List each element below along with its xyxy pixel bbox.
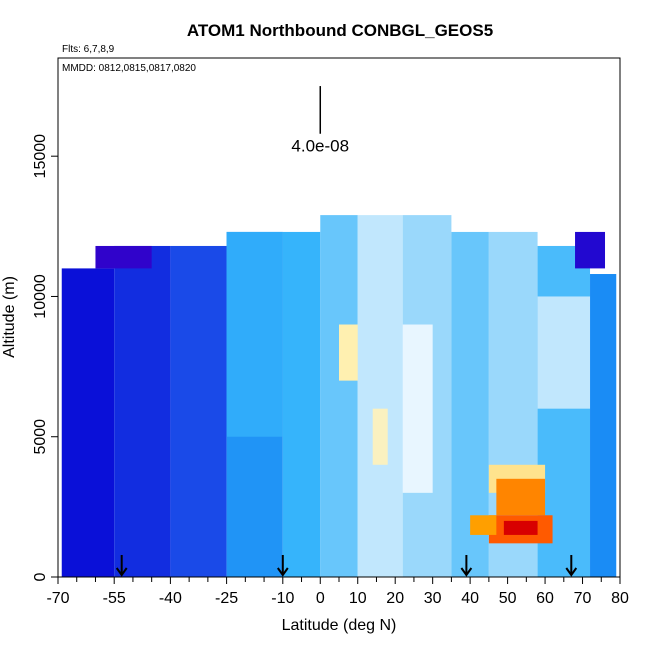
flight-marker-arrow-3	[565, 555, 578, 577]
flight-marker-head	[460, 567, 473, 577]
y-tick-label-0: 0	[32, 572, 49, 581]
flight-marker-arrow-1	[276, 555, 289, 577]
heatmap-cell-21	[470, 515, 497, 535]
x-axis-title: Latitude (deg N)	[282, 617, 397, 634]
chart-title: ATOM1 Northbound CONBGL_GEOS5	[187, 21, 493, 40]
flight-marker-head	[565, 567, 578, 577]
flight-marker-head	[276, 567, 289, 577]
heatmap-cell-16	[537, 296, 591, 409]
heatmap-cell-5	[320, 215, 358, 577]
dates-label: MMDD: 0812,0815,0817,0820	[62, 63, 196, 74]
y-axis-title: Altitude (m)	[1, 276, 18, 358]
heatmap-cell-20	[503, 520, 538, 535]
heatmap-cell-22	[95, 245, 152, 269]
plot-area: 4.0e-08	[61, 86, 617, 578]
axes: -70 -55 -40 -25 -10 0 10 20 30 40 50 60 70 80 0 5000 100…	[32, 57, 629, 607]
flight-marker-head	[115, 567, 128, 577]
x-tick-label-6: 10	[349, 590, 367, 607]
x-tick-label-11: 60	[536, 590, 554, 607]
x-tick-label-8: 30	[424, 590, 442, 607]
heatmap-cell-2	[170, 245, 227, 577]
heatmap-cell-4	[282, 231, 321, 578]
heatmap-cell-6	[357, 215, 403, 577]
heatmap-cell-0	[61, 268, 115, 577]
y-tick-label-2: 10000	[32, 274, 49, 319]
x-tick-label-7: 20	[386, 590, 404, 607]
heatmap-cell-11	[590, 274, 617, 577]
x-tick-label-13: 80	[611, 590, 629, 607]
heatmap-cell-15	[402, 324, 433, 493]
x-tick-label-0: -70	[46, 590, 69, 607]
x-tick-label-3: -25	[215, 590, 238, 607]
x-tick-label-5: 0	[316, 590, 325, 607]
flight-marker-arrow-2	[460, 555, 473, 577]
x-tick-label-9: 40	[461, 590, 479, 607]
flight-marker-arrow-0	[115, 555, 128, 577]
heatmap-cell-14	[372, 408, 388, 465]
scale-bar-label: 4.0e-08	[291, 137, 349, 156]
heatmap-cell-13	[339, 324, 358, 381]
x-tick-label-1: -55	[103, 590, 126, 607]
x-tick-label-12: 70	[574, 590, 592, 607]
heatmap-cell-12	[226, 231, 283, 437]
heatmap-cell-23	[575, 231, 606, 269]
heatmap-cell-18	[496, 478, 546, 516]
x-tick-label-10: 50	[499, 590, 517, 607]
y-tick-label-1: 5000	[32, 419, 49, 455]
flights-label: Flts: 6,7,8,9	[62, 44, 115, 55]
x-tick-label-2: -40	[159, 590, 182, 607]
y-tick-label-3: 15000	[32, 134, 49, 179]
heatmap-cell-1	[114, 245, 171, 577]
x-tick-label-4: -10	[271, 590, 294, 607]
